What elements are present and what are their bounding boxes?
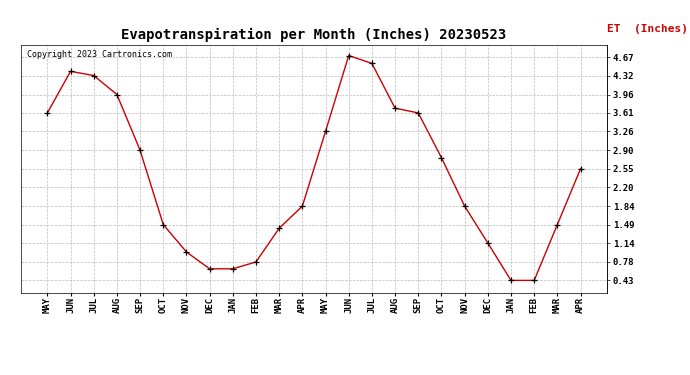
Title: Evapotranspiration per Month (Inches) 20230523: Evapotranspiration per Month (Inches) 20… xyxy=(121,28,506,42)
Text: Copyright 2023 Cartronics.com: Copyright 2023 Cartronics.com xyxy=(26,50,172,59)
Text: ET  (Inches): ET (Inches) xyxy=(607,24,688,34)
